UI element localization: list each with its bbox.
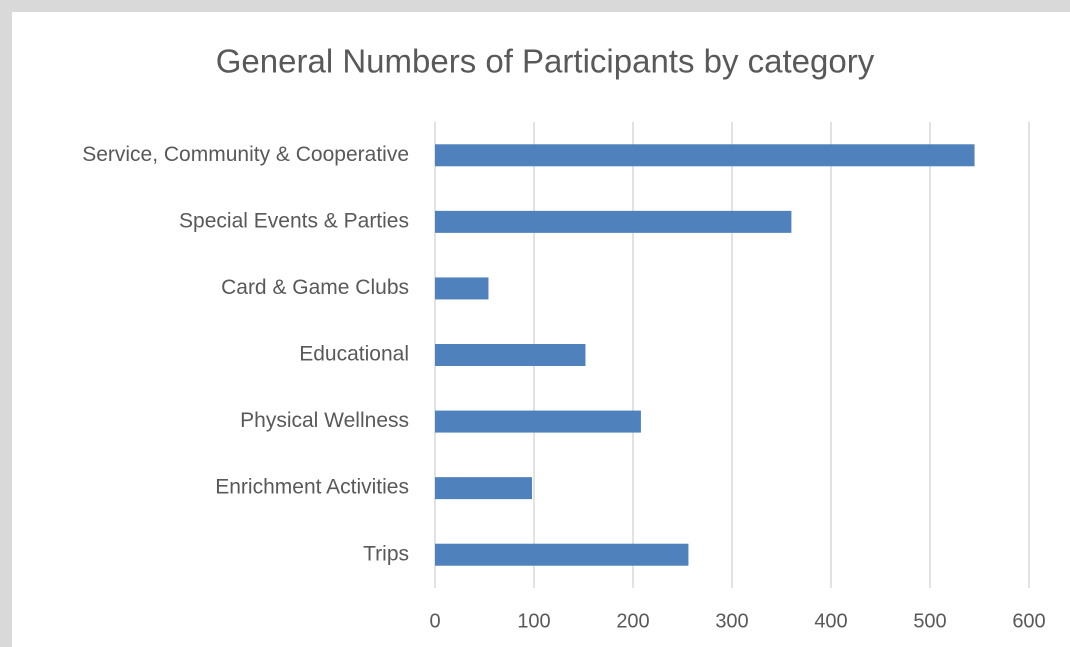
- x-tick-label: 600: [1012, 610, 1045, 632]
- chart-area: [12, 12, 1070, 647]
- x-tick-label: 500: [913, 610, 946, 632]
- bar: [435, 277, 489, 300]
- bar: [435, 144, 975, 167]
- y-tick-label: Educational: [299, 343, 409, 366]
- bar: [435, 210, 792, 233]
- bar: [435, 477, 533, 500]
- y-tick-label: Special Events & Parties: [179, 209, 409, 232]
- x-tick-label: 200: [616, 610, 649, 632]
- bar: [435, 344, 586, 366]
- y-tick-label: Trips: [363, 542, 409, 565]
- chart-title: General Numbers of Participants by categ…: [216, 43, 875, 80]
- y-tick-label: Card & Game Clubs: [221, 276, 409, 299]
- bar: [435, 543, 689, 566]
- x-tick-label: 0: [429, 610, 440, 632]
- bar: [435, 410, 641, 433]
- y-tick-label: Physical Wellness: [240, 409, 409, 432]
- x-tick-label: 100: [517, 610, 550, 632]
- y-tick-label: Enrichment Activities: [215, 476, 409, 499]
- x-tick-label: 300: [715, 610, 748, 632]
- x-tick-label: 400: [814, 610, 847, 632]
- y-tick-label: Service, Community & Cooperative: [82, 143, 409, 166]
